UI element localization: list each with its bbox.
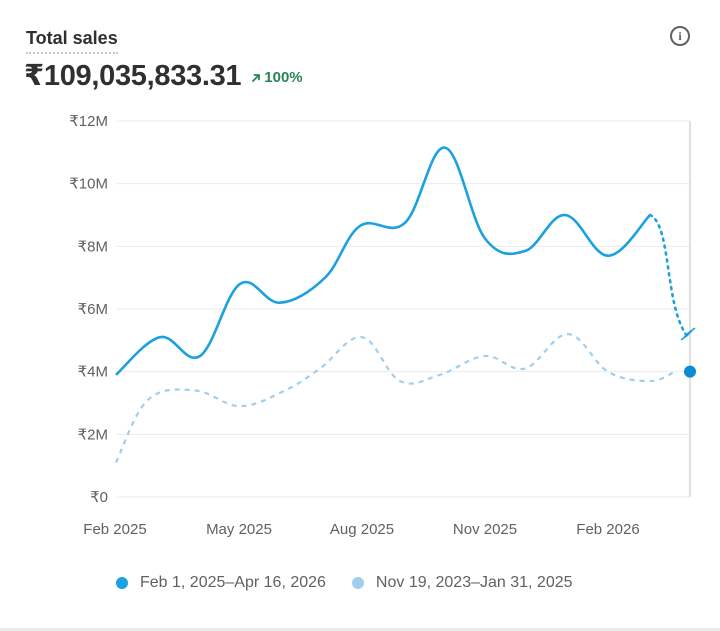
sales-line-chart[interactable]: ₹0 ₹2M ₹4M ₹6M ₹8M ₹10M ₹12M Feb 2025 May 2025 Au… (0, 0, 720, 560)
y-tick-label: ₹6M (78, 301, 108, 318)
legend-dot-current (116, 577, 128, 589)
info-icon[interactable]: i (670, 26, 690, 46)
x-tick-label: Aug 2025 (330, 521, 394, 538)
legend-label-previous: Nov 19, 2023–Jan 31, 2025 (375, 574, 573, 591)
legend-item-current[interactable]: Feb 1, 2025–Apr 16, 2026 (116, 574, 326, 592)
series-line-current (115, 146, 651, 376)
y-tick-label: ₹8M (78, 238, 108, 255)
total-value-row: ₹109,035,833.31 100% (24, 58, 303, 93)
x-tick-label: Feb 2025 (83, 521, 146, 538)
legend-item-previous[interactable]: Nov 19, 2023–Jan 31, 2025 (351, 574, 573, 592)
x-tick-label: May 2025 (206, 521, 272, 538)
y-tick-label: ₹12M (69, 113, 108, 130)
chart-legend: Feb 1, 2025–Apr 16, 2026 Nov 19, 2023–Ja… (116, 574, 573, 592)
legend-label-current: Feb 1, 2025–Apr 16, 2026 (140, 574, 326, 591)
x-tick-label: Feb 2026 (576, 521, 639, 538)
series-line-previous (115, 332, 676, 464)
y-tick-label: ₹4M (78, 364, 108, 381)
series-line-current-partial (648, 213, 690, 339)
y-tick-label: ₹10M (69, 176, 108, 193)
change-value: 100% (264, 69, 303, 86)
current-value-marker (684, 365, 696, 378)
change-badge: 100% (251, 69, 303, 86)
total-sales-value: ₹109,035,833.31 (24, 60, 242, 92)
y-tick-label: ₹2M (78, 426, 108, 443)
legend-dot-previous (351, 577, 364, 589)
card-bottom-border (0, 628, 720, 631)
partial-end-marker (686, 327, 696, 335)
card-title[interactable]: Total sales (26, 28, 118, 54)
x-tick-label: Nov 2025 (453, 521, 517, 538)
arrow-up-right-icon (252, 73, 261, 82)
y-tick-label: ₹0 (90, 489, 108, 506)
